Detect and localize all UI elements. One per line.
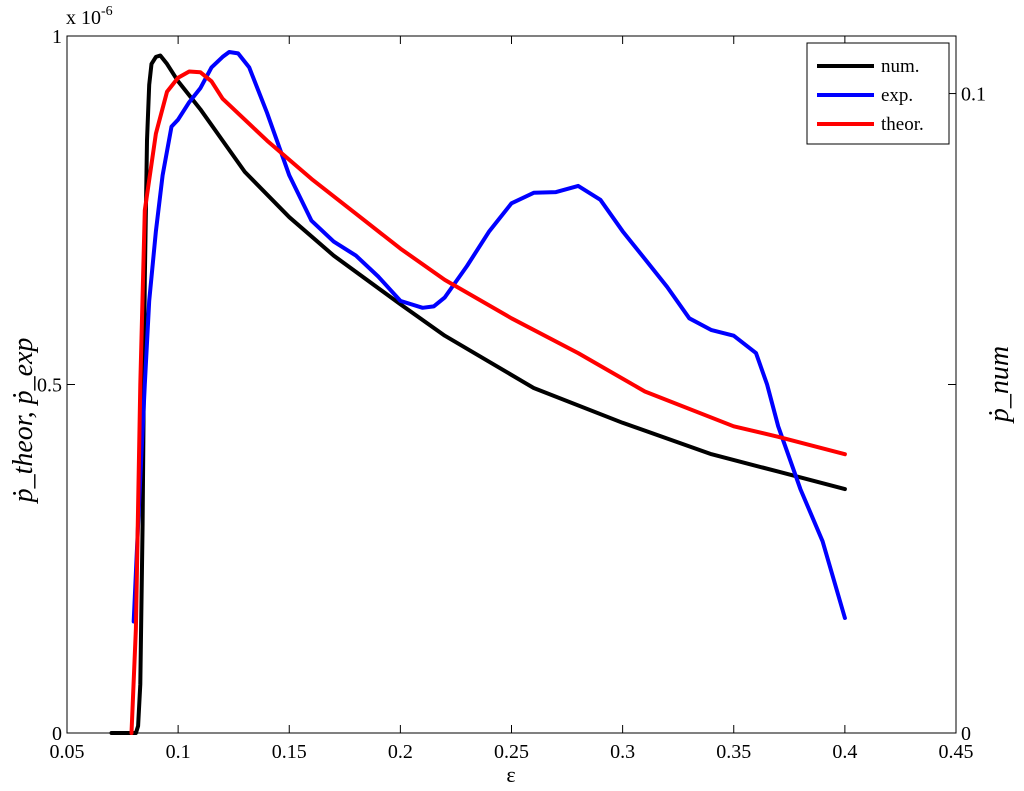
x-tick-label: 0.1: [166, 741, 191, 763]
y2-tick-label: 0: [961, 723, 971, 745]
x-axis-label: ε: [506, 762, 515, 787]
legend-entries: num. exp. theor.: [817, 56, 924, 135]
x-tick-label: 0.05: [50, 741, 85, 763]
exponent-base: x 10: [66, 7, 101, 29]
x-tick-label: 0.35: [716, 741, 751, 763]
y-axis-label-left: ṗ_theor, ṗ_exp: [8, 338, 39, 505]
y-tick-label: 1: [52, 26, 62, 48]
x-tick-label: 0.25: [494, 741, 529, 763]
y2-tick-label: 0.1: [961, 84, 986, 106]
series-line-exp: [131, 50, 847, 624]
legend: num. exp. theor.: [806, 42, 950, 145]
legend-label: theor.: [881, 114, 924, 135]
series-line-theor: [129, 69, 847, 735]
x-tick-labels: 0.05 0.1 0.15 0.2 0.25 0.3 0.35 0.4 0.45: [50, 741, 974, 763]
axis-ticks: [66, 35, 957, 734]
x-tick-label: 0.4: [832, 741, 857, 763]
x-tick-label: 0.2: [388, 741, 413, 763]
series-line-num: [109, 53, 847, 735]
x-tick-label: 0.15: [272, 741, 307, 763]
exponent-sup: -6: [101, 4, 113, 19]
x-tick-label: 0.3: [610, 741, 635, 763]
legend-label: exp.: [881, 85, 913, 106]
y-tick-label: 0: [52, 723, 62, 745]
exponent-label: x 10-6: [66, 4, 113, 29]
x-tick-label: 0.45: [939, 741, 974, 763]
y-axis-label-right: ṗ_num: [984, 346, 1015, 424]
y2-tick-labels: 00.1: [961, 84, 986, 745]
series-lines: [109, 50, 847, 735]
y-tick-labels: 00.51: [37, 26, 62, 745]
plot-area: [66, 35, 957, 734]
legend-label: num.: [881, 56, 920, 77]
y-tick-label: 0.5: [37, 375, 62, 397]
